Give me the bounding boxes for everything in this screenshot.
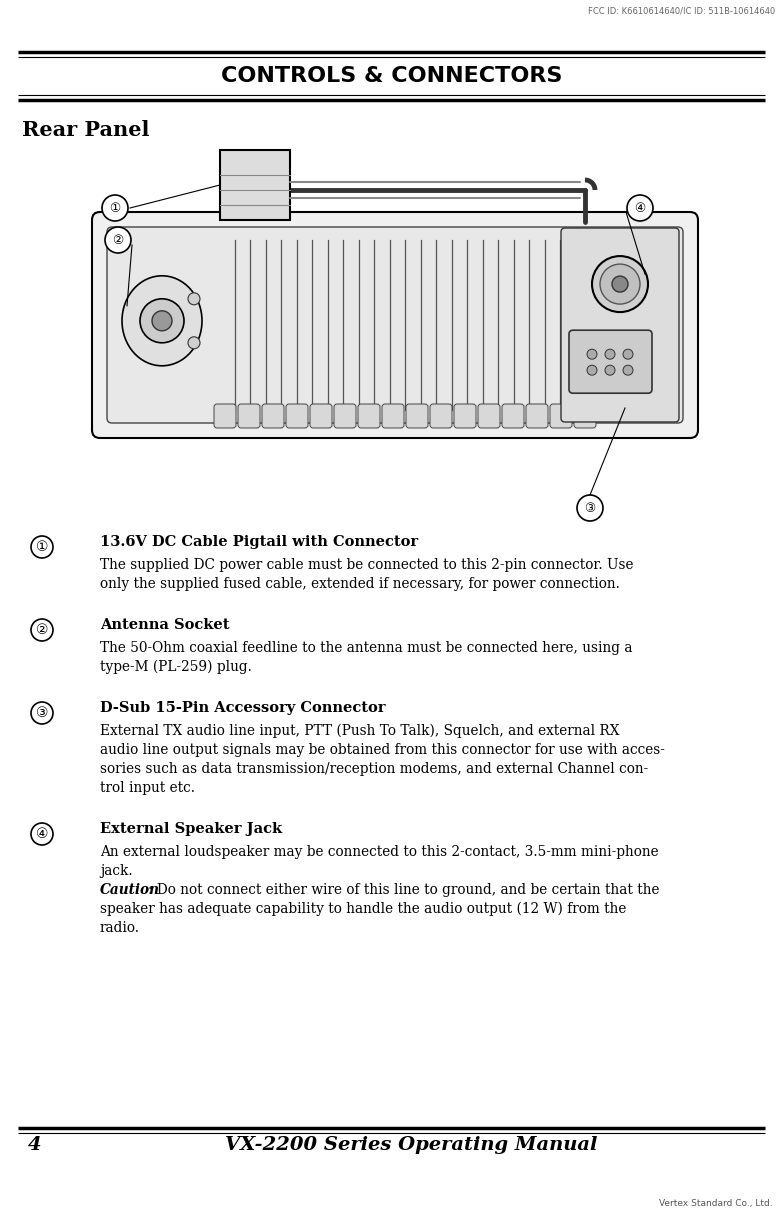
Text: : Do not connect either wire of this line to ground, and be certain that the: : Do not connect either wire of this lin… xyxy=(148,883,659,896)
Text: type-M (PL-259) plug.: type-M (PL-259) plug. xyxy=(100,660,252,675)
FancyBboxPatch shape xyxy=(214,404,236,428)
Text: speaker has adequate capability to handle the audio output (12 W) from the: speaker has adequate capability to handl… xyxy=(100,903,626,916)
Circle shape xyxy=(102,195,128,220)
Circle shape xyxy=(31,536,53,558)
Text: jack.: jack. xyxy=(100,864,132,878)
Text: ②: ② xyxy=(36,622,49,637)
FancyBboxPatch shape xyxy=(561,228,679,421)
FancyBboxPatch shape xyxy=(569,330,652,393)
Text: Antenna Socket: Antenna Socket xyxy=(100,618,229,632)
FancyBboxPatch shape xyxy=(478,404,500,428)
Text: An external loudspeaker may be connected to this 2-contact, 3.5-mm mini-phone: An external loudspeaker may be connected… xyxy=(100,845,659,859)
Text: 13.6V DC Cable Pigtail with Connector: 13.6V DC Cable Pigtail with Connector xyxy=(100,535,418,549)
Text: The supplied DC power cable must be connected to this 2-pin connector. Use: The supplied DC power cable must be conn… xyxy=(100,558,633,572)
Text: ③: ③ xyxy=(36,706,49,720)
Text: Vertex Standard Co., Ltd.: Vertex Standard Co., Ltd. xyxy=(659,1199,773,1208)
Text: Rear Panel: Rear Panel xyxy=(22,121,150,140)
FancyBboxPatch shape xyxy=(286,404,308,428)
FancyBboxPatch shape xyxy=(310,404,332,428)
Text: only the supplied fused cable, extended if necessary, for power connection.: only the supplied fused cable, extended … xyxy=(100,577,620,591)
Text: ③: ③ xyxy=(584,502,596,514)
Circle shape xyxy=(152,311,172,331)
Circle shape xyxy=(31,702,53,723)
FancyBboxPatch shape xyxy=(262,404,284,428)
Text: ①: ① xyxy=(110,201,121,214)
FancyBboxPatch shape xyxy=(92,212,698,438)
Text: FCC ID: K6610614640/IC ID: 511B-10614640: FCC ID: K6610614640/IC ID: 511B-10614640 xyxy=(588,6,775,15)
Circle shape xyxy=(612,276,628,292)
Text: CONTROLS & CONNECTORS: CONTROLS & CONNECTORS xyxy=(221,66,562,86)
Text: trol input etc.: trol input etc. xyxy=(100,781,195,795)
Circle shape xyxy=(31,823,53,845)
Bar xyxy=(220,150,290,220)
Circle shape xyxy=(623,365,633,375)
Text: ①: ① xyxy=(36,540,49,554)
FancyBboxPatch shape xyxy=(550,404,572,428)
Circle shape xyxy=(600,264,640,304)
Text: sories such as data transmission/reception modems, and external Channel con-: sories such as data transmission/recepti… xyxy=(100,762,648,776)
Circle shape xyxy=(105,227,131,253)
FancyBboxPatch shape xyxy=(430,404,452,428)
FancyBboxPatch shape xyxy=(526,404,548,428)
Ellipse shape xyxy=(122,275,202,365)
Circle shape xyxy=(592,256,648,312)
Text: 4: 4 xyxy=(28,1136,41,1153)
FancyBboxPatch shape xyxy=(334,404,356,428)
Text: ④: ④ xyxy=(634,201,646,214)
Text: Caution: Caution xyxy=(100,883,160,896)
Circle shape xyxy=(188,292,200,304)
Text: ②: ② xyxy=(113,234,124,246)
FancyBboxPatch shape xyxy=(382,404,404,428)
Text: D-Sub 15-Pin Accessory Connector: D-Sub 15-Pin Accessory Connector xyxy=(100,702,385,715)
FancyBboxPatch shape xyxy=(238,404,260,428)
FancyBboxPatch shape xyxy=(502,404,524,428)
Circle shape xyxy=(587,350,597,359)
Text: ④: ④ xyxy=(36,827,49,840)
FancyBboxPatch shape xyxy=(358,404,380,428)
Circle shape xyxy=(605,365,615,375)
Text: audio line output signals may be obtained from this connector for use with acces: audio line output signals may be obtaine… xyxy=(100,743,665,758)
Circle shape xyxy=(31,619,53,641)
Text: radio.: radio. xyxy=(100,921,140,935)
Circle shape xyxy=(605,350,615,359)
Circle shape xyxy=(140,298,184,342)
Text: The 50-Ohm coaxial feedline to the antenna must be connected here, using a: The 50-Ohm coaxial feedline to the anten… xyxy=(100,641,633,655)
FancyBboxPatch shape xyxy=(574,404,596,428)
FancyBboxPatch shape xyxy=(107,227,683,423)
Circle shape xyxy=(577,495,603,521)
Circle shape xyxy=(627,195,653,220)
Text: External TX audio line input, PTT (Push To Talk), Squelch, and external RX: External TX audio line input, PTT (Push … xyxy=(100,723,619,738)
FancyBboxPatch shape xyxy=(454,404,476,428)
FancyBboxPatch shape xyxy=(406,404,428,428)
Circle shape xyxy=(587,365,597,375)
Circle shape xyxy=(623,350,633,359)
Text: External Speaker Jack: External Speaker Jack xyxy=(100,822,282,836)
Circle shape xyxy=(188,337,200,348)
Text: VX-2200 Series Operating Manual: VX-2200 Series Operating Manual xyxy=(226,1136,597,1153)
